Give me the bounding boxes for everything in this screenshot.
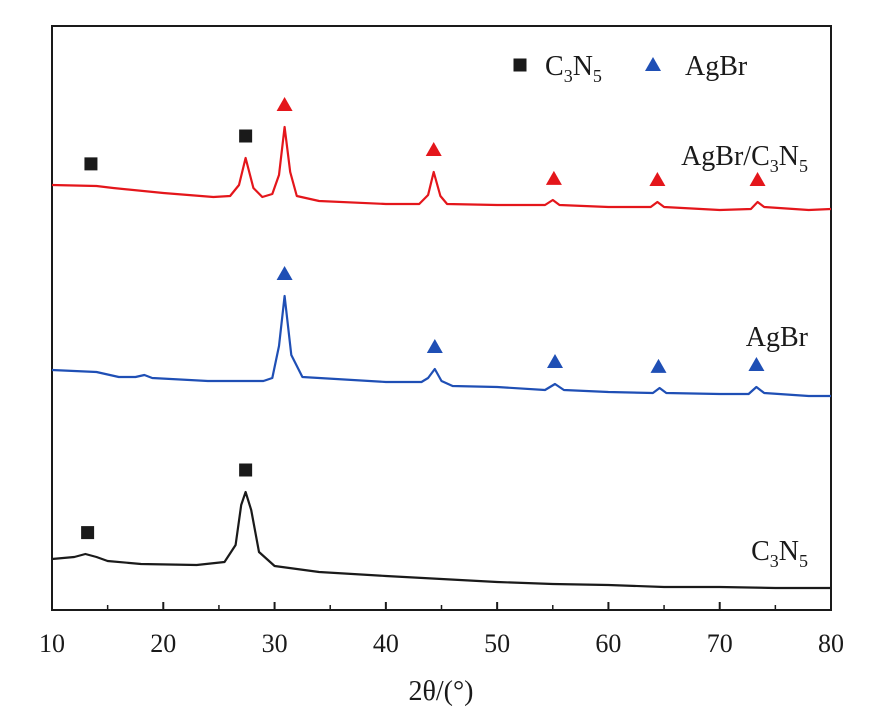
agbr-peak-marker: [276, 97, 293, 111]
agbr-peak-marker: [426, 339, 443, 353]
x-tick-label: 20: [150, 629, 176, 658]
x-tick-label: 50: [484, 629, 510, 658]
c3n5-peak-marker: [81, 526, 95, 540]
agbr-peak-marker: [749, 172, 766, 186]
agbr-c3n5-label: AgBr/C3N5: [681, 141, 808, 176]
x-tick-label: 60: [595, 629, 621, 658]
c3n5-label: C3N5: [751, 536, 808, 571]
agbr-c3n5-curve: [51, 125, 832, 212]
legend-agbr-label: AgBr: [685, 51, 748, 82]
c3n5-peak-marker: [84, 157, 98, 171]
agbr-peak-marker: [545, 170, 562, 185]
agbr-curve: [51, 294, 831, 398]
x-tick-label: 10: [39, 629, 65, 658]
x-tick-label: 30: [262, 629, 288, 658]
agbr-peak-marker: [650, 358, 667, 373]
agbr-peak-marker: [425, 142, 442, 156]
c3n5-curve: [51, 490, 831, 590]
c3n5-peak-marker: [239, 129, 253, 143]
plot-frame: [51, 25, 832, 611]
agbr-peak-marker: [645, 57, 661, 71]
agbr-peak-marker: [649, 172, 666, 186]
agbr-peak-marker: [748, 357, 765, 371]
c3n5-peak-marker: [513, 58, 527, 72]
legend-c3n5-label: C3N5: [545, 51, 602, 86]
agbr-label: AgBr: [746, 322, 809, 353]
agbr-peak-marker: [547, 354, 564, 368]
x-axis-title-text: 2θ/(°): [408, 676, 473, 707]
agbr-peak-marker: [276, 266, 293, 280]
x-tick-label: 40: [373, 629, 399, 658]
x-axis-title: 2θ/(°): [408, 676, 473, 707]
x-tick-label: 70: [707, 629, 733, 658]
c3n5-peak-marker: [239, 463, 253, 477]
x-tick-label: 80: [818, 629, 844, 658]
